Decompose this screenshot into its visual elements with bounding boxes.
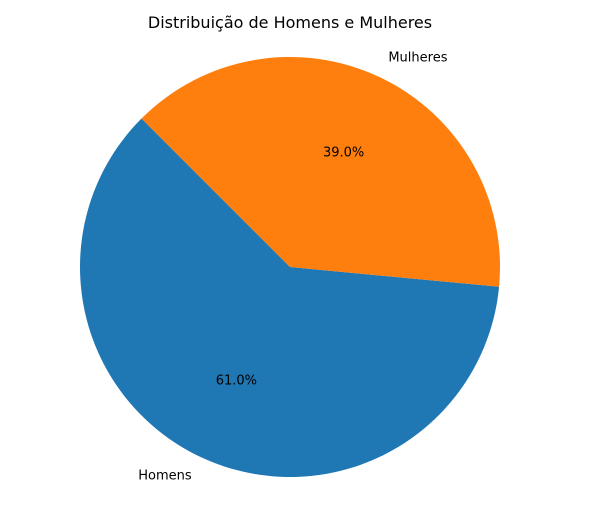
percent-label-homens: 61.0% <box>216 374 257 389</box>
pie-slice-mulheres <box>141 56 501 287</box>
slice-label-homens: Homens <box>138 469 192 484</box>
slice-label-mulheres: Mulheres <box>388 50 447 65</box>
chart-title: Distribuição de Homens e Mulheres <box>148 13 432 32</box>
percent-label-mulheres: 39.0% <box>323 145 364 160</box>
pie-slice-homens <box>80 118 500 477</box>
pie-slices <box>80 56 501 477</box>
pie-labels: Homens 61.0% Mulheres 39.0% <box>138 50 447 483</box>
